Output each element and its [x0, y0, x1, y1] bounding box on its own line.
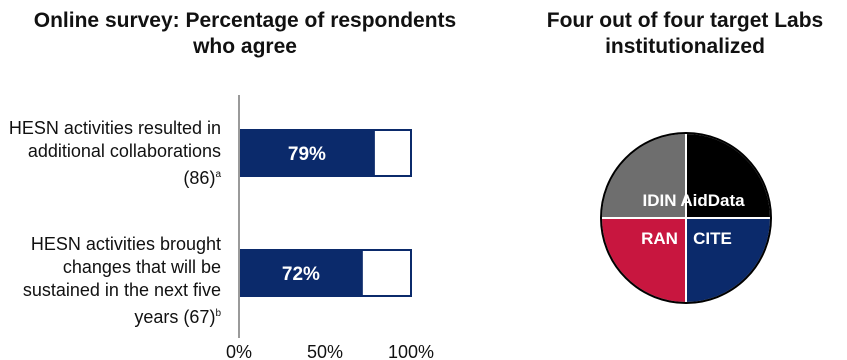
category-text: HESN activities resulted in additional c… — [8, 118, 221, 188]
category-label: HESN activities resulted in additional c… — [0, 117, 221, 190]
x-tick-label: 50% — [307, 342, 343, 360]
x-tick-label: 0% — [226, 342, 252, 360]
category-text: HESN activities brought changes that wil… — [22, 234, 221, 327]
left-chart-title: Online survey: Percentage of respondents… — [33, 9, 457, 58]
bar — [239, 250, 363, 296]
pie-label: CITE — [693, 229, 732, 248]
category-footnote: a — [215, 169, 221, 180]
pie-label: AidData — [680, 191, 745, 210]
bar-value-label: 72% — [282, 264, 320, 285]
category-footnote: b — [215, 308, 221, 319]
right-chart-title: Four out of four target Labs institution… — [546, 9, 824, 58]
x-tick-label: 100% — [388, 342, 434, 360]
pie-outline — [600, 132, 772, 304]
category-label: HESN activities brought changes that wil… — [0, 233, 221, 329]
pie-label: IDIN — [643, 191, 677, 210]
bar-value-label: 79% — [288, 144, 326, 165]
pie-label: RAN — [641, 229, 678, 248]
bar — [239, 130, 375, 176]
